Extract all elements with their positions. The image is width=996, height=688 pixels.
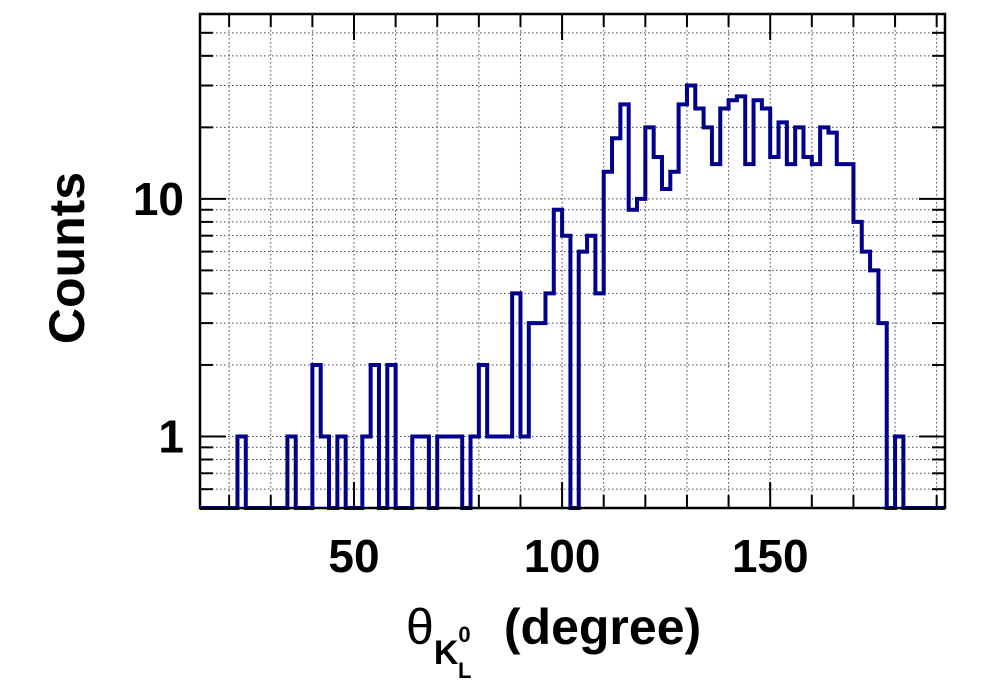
histogram-bin (812, 164, 820, 508)
histogram-bin (371, 365, 379, 508)
histogram-bin (537, 323, 545, 508)
histogram-bin (437, 436, 445, 508)
histogram-series-line (200, 83, 945, 510)
histogram-bin (837, 164, 845, 508)
histogram-bin (895, 436, 903, 508)
histogram-bin (754, 100, 762, 508)
histogram-bin (687, 86, 695, 508)
histogram-bin (654, 157, 662, 508)
histogram-bin (679, 104, 687, 508)
histogram-bin (487, 436, 495, 508)
histogram-bin (479, 365, 487, 508)
histogram-bin (504, 436, 512, 508)
histogram-bin (362, 436, 370, 508)
x-axis-title-subscript: K (434, 634, 459, 672)
histogram-bin (612, 138, 620, 508)
x-tick-label: 100 (524, 530, 601, 582)
histogram-bin (770, 157, 778, 508)
histogram-bin (637, 199, 645, 508)
histogram-bin (595, 293, 603, 508)
histogram-bin (387, 365, 395, 508)
histogram-bin (587, 236, 595, 508)
histogram-bin (737, 96, 745, 508)
histogram-bin (670, 172, 678, 508)
histogram-bin (604, 172, 612, 508)
y-tick-label: 10 (133, 173, 184, 225)
histogram-bin (237, 436, 245, 508)
histogram-bin (629, 210, 637, 508)
histogram-bin (579, 252, 587, 508)
histogram-bin (312, 365, 320, 508)
series (200, 83, 945, 510)
histogram-bin (787, 164, 795, 508)
x-axis-title-subscript-sub: L (458, 658, 471, 683)
histogram-bin (662, 189, 670, 508)
histogram-bin (762, 109, 770, 508)
histogram-bin (870, 270, 878, 508)
x-tick-label: 50 (328, 530, 379, 582)
histogram-bin (471, 436, 479, 508)
histogram-bin (287, 436, 295, 508)
histogram-bin (695, 109, 703, 508)
histogram-bin (704, 127, 712, 508)
histogram-bin (520, 436, 528, 508)
histogram-bin (554, 210, 562, 508)
histogram-bin (795, 127, 803, 508)
tick-labels: 1 10 50 100 150 (133, 173, 809, 582)
histogram-bin (828, 133, 836, 508)
histogram-bin (512, 293, 520, 508)
x-tick-label: 150 (732, 530, 809, 582)
histogram-bin (412, 436, 420, 508)
y-axis-title: Counts (39, 172, 95, 344)
histogram-bin (496, 436, 504, 508)
histogram-bin (529, 323, 537, 508)
plot-frame (198, 12, 947, 510)
histogram-bin (853, 222, 861, 508)
histogram-bin (862, 252, 870, 508)
x-axis-title-unit: (degree) (490, 599, 701, 655)
histogram-bin (803, 157, 811, 508)
histogram-bin (845, 164, 853, 508)
x-axis-title: θK0 L (degree) (406, 599, 701, 683)
histogram-bin (878, 323, 886, 508)
histogram-bin (820, 127, 828, 508)
y-tick-label: 1 (158, 410, 184, 462)
histogram-bin (745, 164, 753, 508)
axis-ticks (200, 13, 945, 509)
histogram-bin (545, 293, 553, 508)
histogram-bin (720, 109, 728, 508)
histogram-bin (779, 122, 787, 508)
histogram-bin (446, 436, 454, 508)
histogram-bin (645, 127, 653, 508)
x-axis-title-symbol: θ (406, 599, 434, 655)
histogram-bin (729, 100, 737, 508)
histogram-bin (620, 104, 628, 508)
x-axis-title-subscript-sup: 0 (458, 622, 470, 647)
histogram-bin (454, 436, 462, 508)
histogram-bin (712, 164, 720, 508)
histogram-bin (321, 436, 329, 508)
histogram-bin (562, 236, 570, 508)
histogram-bin (421, 436, 429, 508)
histogram-bin (337, 436, 345, 508)
